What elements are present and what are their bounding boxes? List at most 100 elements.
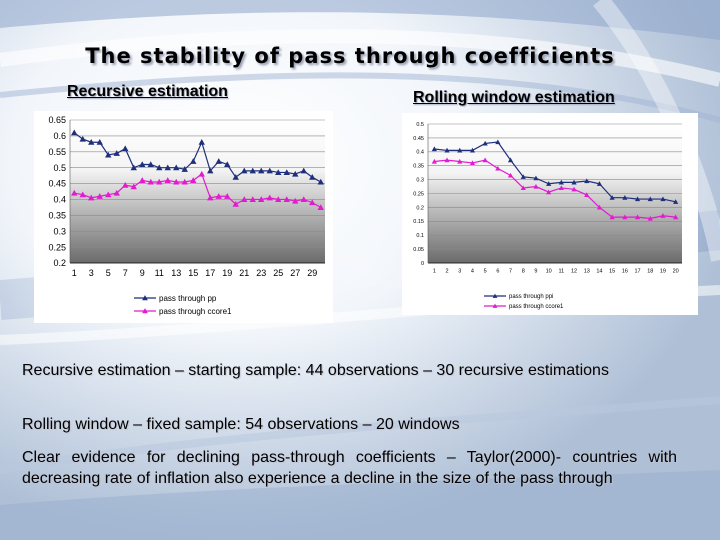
- data-point: [507, 172, 514, 178]
- data-point: [596, 204, 603, 210]
- data-point: [431, 146, 437, 152]
- data-point: [482, 140, 488, 146]
- data-point: [546, 181, 552, 186]
- x-tick-label: 1: [433, 269, 436, 275]
- rolling-window-note: Rolling window – fixed sample: 54 observ…: [22, 416, 460, 433]
- data-point: [647, 196, 653, 202]
- data-point: [164, 177, 171, 183]
- data-point: [79, 135, 86, 142]
- series-line-1: [434, 141, 676, 203]
- data-point: [105, 191, 112, 198]
- data-point: [139, 161, 146, 168]
- data-point: [309, 174, 316, 180]
- data-point: [275, 196, 282, 203]
- data-point: [609, 214, 615, 220]
- data-point: [520, 185, 526, 191]
- x-tick-label: 2: [446, 269, 449, 275]
- data-point: [241, 167, 248, 174]
- data-point: [181, 166, 188, 172]
- data-point: [156, 164, 163, 171]
- x-tick-label: 8: [522, 269, 525, 275]
- data-point: [215, 193, 222, 199]
- y-tick-label: 0.25: [48, 242, 66, 252]
- data-point: [507, 157, 514, 163]
- y-tick-label: 0.65: [48, 115, 66, 125]
- y-tick-label: 0.55: [48, 147, 66, 157]
- x-tick-label: 29: [307, 268, 317, 278]
- data-point: [190, 177, 197, 183]
- data-point: [309, 199, 316, 206]
- data-point: [634, 196, 641, 202]
- data-point: [431, 158, 437, 164]
- data-point: [258, 167, 265, 174]
- x-tick-label: 23: [256, 268, 266, 278]
- data-point: [673, 199, 679, 204]
- plot-area: [70, 120, 325, 263]
- y-tick-label: 0.25: [413, 191, 424, 197]
- data-point: [546, 189, 552, 195]
- data-point: [571, 179, 577, 185]
- data-point: [533, 183, 539, 189]
- y-tick-label: 0.45: [413, 136, 424, 142]
- data-point: [596, 181, 603, 186]
- x-tick-label: 11: [155, 268, 164, 278]
- data-point: [198, 170, 205, 177]
- data-point: [122, 181, 129, 188]
- data-point: [520, 174, 526, 179]
- data-point: [147, 178, 154, 185]
- data-point: [317, 178, 324, 185]
- y-tick-label: 0: [421, 261, 424, 267]
- data-point: [558, 179, 564, 185]
- x-tick-label: 7: [509, 269, 512, 275]
- data-point: [457, 158, 463, 164]
- y-tick-label: 0.3: [416, 178, 424, 184]
- data-point: [181, 178, 188, 185]
- data-point: [283, 196, 290, 203]
- legend-label: pass through ppi: [509, 294, 553, 300]
- data-point: [215, 158, 222, 164]
- x-tick-label: 17: [205, 268, 215, 278]
- y-tick-label: 0.1: [416, 233, 424, 239]
- x-tick-label: 16: [622, 269, 628, 275]
- y-tick-label: 0.2: [53, 258, 66, 268]
- data-point: [444, 147, 450, 153]
- data-point: [232, 174, 239, 180]
- x-tick-label: 4: [471, 269, 474, 275]
- data-point: [660, 196, 666, 202]
- x-tick-label: 17: [634, 269, 640, 275]
- data-point: [71, 129, 78, 136]
- recursive-estimation-chart: 0.65 0.6 0.55 0.5 0.45 0.4 0.35 0.3 0.25 0.2 1 3 5 7 9…: [34, 111, 333, 323]
- data-point: [156, 178, 163, 185]
- data-point: [88, 139, 95, 145]
- data-point: [105, 151, 112, 158]
- legend-label: pass through pp: [159, 294, 217, 303]
- x-tick-label: 13: [171, 268, 181, 278]
- data-point: [130, 183, 137, 190]
- data-point: [660, 213, 666, 218]
- x-tick-label: 3: [458, 269, 461, 275]
- data-point: [96, 139, 103, 145]
- x-tick-label: 25: [273, 268, 283, 278]
- data-point: [258, 196, 265, 203]
- legend-marker: [142, 295, 148, 301]
- data-point: [207, 167, 214, 174]
- y-tick-label: 0.4: [416, 150, 424, 156]
- x-tick-label: 12: [571, 269, 577, 275]
- x-tick-label: 13: [584, 269, 590, 275]
- x-tick-label: 7: [123, 268, 128, 278]
- x-tick-label: 3: [89, 268, 94, 278]
- x-tick-label: 1: [72, 268, 77, 278]
- rolling-window-heading: Rolling window estimation: [413, 89, 615, 106]
- x-tick-label: 11: [558, 269, 564, 275]
- recursive-chart-svg: 0.650.60.550.50.450.40.350.30.250.21 3 5 7 9…: [48, 115, 325, 316]
- data-point: [130, 164, 137, 171]
- data-point: [275, 169, 282, 175]
- legend-label: pass through ccore1: [509, 304, 564, 310]
- data-point: [198, 139, 205, 145]
- data-point: [533, 175, 539, 181]
- data-point: [283, 169, 290, 175]
- y-tick-label: 0.35: [413, 164, 424, 170]
- y-tick-label: 0.5: [416, 122, 424, 128]
- data-point: [622, 214, 628, 220]
- data-point: [647, 215, 653, 221]
